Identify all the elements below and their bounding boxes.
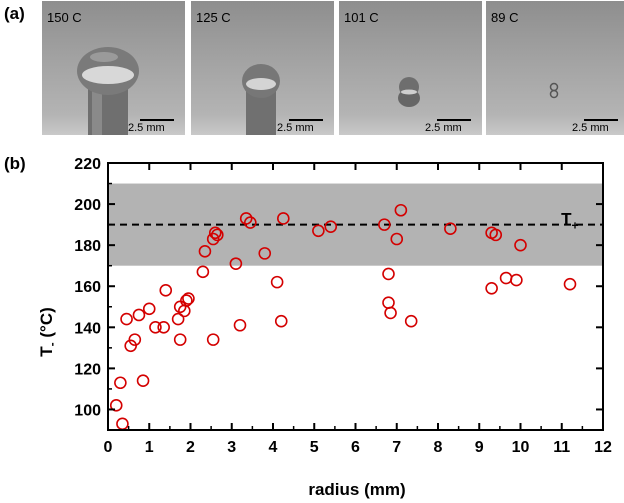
data-point [378,218,391,231]
droplet-photo-89: 89 C 2.5 mm [486,1,624,135]
data-point [382,296,395,309]
data-point [485,281,498,295]
scale-label: 2.5 mm [128,122,165,134]
data-point [198,245,212,258]
x-tick-label: 6 [351,439,360,456]
y-tick-label: 220 [74,156,101,173]
scale-bar [584,119,618,121]
data-point [510,273,523,287]
droplet-101-image [398,77,420,107]
data-point [239,212,253,225]
data-point [180,294,193,307]
data-point [120,312,133,326]
data-point [182,292,195,305]
data-point [171,312,185,326]
data-point [384,306,397,320]
x-tick-label: 5 [310,439,319,456]
panel-b-label: (b) [4,154,26,173]
scale-label: 2.5 mm [425,122,462,134]
x-tick-label: 4 [269,439,278,456]
y-axis-title-sub: - [45,342,59,346]
y-tick-label: 200 [74,197,101,214]
droplet-89-image [549,82,559,99]
x-tick-label: 1 [145,439,154,456]
x-tick-label: 12 [594,439,612,456]
data-point [208,226,222,240]
data-point [149,321,162,334]
data-point [489,228,503,242]
data-point [394,203,408,217]
data-point [444,222,457,236]
y-tick-label: 180 [74,238,101,255]
data-point [124,339,137,353]
scale-label: 2.5 mm [572,122,609,134]
data-point [173,333,187,346]
t-plus-annotation: T+ [561,209,578,232]
y-tick-label: 100 [74,402,101,419]
data-point [132,308,146,322]
data-point [277,212,290,225]
t-plus-sub: + [572,218,579,232]
data-point [159,284,173,297]
y-tick-label: 140 [74,320,101,337]
x-tick-label: 9 [475,439,484,456]
photo-temperature: 89 C [491,10,519,25]
droplet-photo-125: 125 C 2.5 mm [191,1,334,135]
photo-temperature: 150 C [47,10,82,25]
droplet-photo-150: 150 C 2.5 mm [42,1,185,135]
y-tick-label: 160 [74,279,101,296]
panel-a-label: (a) [4,4,25,23]
scale-bar [289,119,323,121]
y-axis-title-unit: (°C) [37,307,56,342]
data-point [206,232,220,246]
data-point [157,321,170,334]
x-tick-label: 2 [186,439,195,456]
data-point [109,399,123,412]
x-tick-label: 10 [512,439,530,456]
data-point [206,333,220,346]
droplet-125-image [242,64,280,135]
data-point [312,224,325,238]
y-tick-label: 120 [74,361,101,378]
data-point [229,257,243,270]
data-point [404,314,418,328]
data-point [244,216,257,229]
data-point [390,232,404,246]
data-point [382,267,395,281]
data-point [114,376,127,390]
data-point [136,374,150,388]
t-plus-main: T [561,209,572,228]
droplet-150-image [77,47,139,135]
data-point [233,318,247,332]
photo-temperature: 101 C [344,10,379,25]
data-point [270,275,284,289]
scale-label: 2.5 mm [277,122,314,134]
data-point [142,302,156,316]
data-point [128,333,142,346]
y-axis-title: T- (°C) [37,307,59,357]
scale-bar [140,119,174,121]
y-axis-title-main: T [37,346,56,357]
plot-area [108,183,603,431]
data-point [514,238,527,252]
x-tick-label: 11 [553,439,570,456]
x-axis-title: radius (mm) [308,480,405,499]
scale-bar [437,119,471,121]
data-point [563,277,577,291]
data-point [258,247,272,260]
droplet-photo-101: 101 C 2.5 mm [339,1,482,135]
x-tick-label: 7 [392,439,401,456]
data-point [274,314,288,328]
data-point [499,271,513,285]
data-point [196,265,210,279]
data-point [116,417,129,431]
data-point [211,228,224,242]
x-tick-label: 3 [227,439,236,456]
x-tick-label: 8 [434,439,443,456]
photo-temperature: 125 C [196,10,231,25]
x-tick-label: 0 [104,439,113,456]
data-point [324,220,338,233]
